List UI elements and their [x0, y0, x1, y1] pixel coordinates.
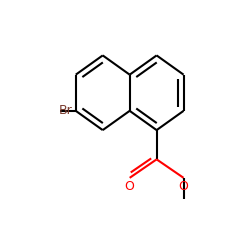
Text: Br: Br [59, 104, 72, 117]
Text: O: O [179, 180, 188, 193]
Text: O: O [125, 180, 134, 193]
